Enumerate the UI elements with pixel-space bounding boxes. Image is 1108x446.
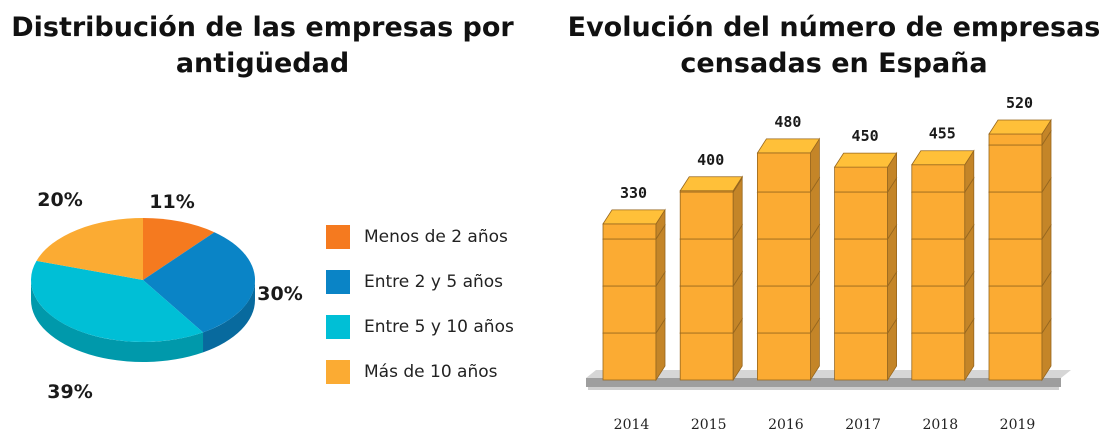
x-tick-label: 2016 (768, 417, 804, 433)
legend-item: Más de 10 años (326, 349, 556, 394)
bar-chart-title: Evolución del número de empresas censada… (567, 12, 1101, 79)
x-tick-label: 2018 (922, 417, 958, 433)
pie-slice (36, 218, 143, 280)
bar (817, 151, 917, 390)
bar (740, 137, 840, 390)
bar-chart: 330 2014 400 2015 480 2016 450 2017 455 2018 520 20… (586, 94, 1071, 433)
bar (586, 208, 685, 390)
bar-value-label: 330 (620, 184, 647, 202)
legend-item: Entre 2 y 5 años (326, 259, 556, 304)
legend-label: Más de 10 años (364, 361, 498, 382)
pie-percent-label: 30% (257, 283, 302, 305)
pie-legend: Menos de 2 años Entre 2 y 5 años Entre 5… (326, 214, 556, 394)
legend-item: Entre 5 y 10 años (326, 304, 556, 349)
pie-slice-side (31, 280, 204, 362)
pie-slice (143, 218, 215, 280)
legend-swatch (326, 224, 350, 249)
bar-value-label: 520 (1006, 94, 1033, 112)
pie-slice (143, 232, 255, 333)
pie-slice-side (203, 280, 255, 353)
legend-label: Entre 2 y 5 años (364, 271, 504, 292)
x-tick-label: 2015 (691, 417, 727, 433)
pie-chart-title: Distribución de las empresas por antigüe… (11, 12, 514, 79)
x-tick-label: 2017 (845, 417, 881, 433)
bar-value-label: 480 (774, 113, 801, 131)
pie-slice (30, 260, 204, 342)
pie-chart: 11% 30% 39% 20% (30, 189, 303, 403)
legend-swatch (326, 269, 350, 294)
bar-value-label: 450 (852, 127, 879, 145)
legend-label: Menos de 2 años (364, 226, 508, 247)
bar (663, 175, 763, 390)
legend-label: Entre 5 y 10 años (364, 316, 514, 337)
bar (894, 149, 994, 390)
bar-value-label: 400 (697, 151, 724, 169)
pie-percent-label: 11% (149, 191, 194, 213)
x-tick-label: 2014 (614, 417, 650, 433)
pie-percent-label: 20% (37, 189, 82, 211)
pie-percent-label: 39% (47, 381, 92, 403)
legend-swatch (326, 359, 350, 384)
bar (972, 118, 1071, 390)
legend-swatch (326, 314, 350, 339)
bar-value-label: 455 (929, 125, 956, 143)
x-tick-label: 2019 (1000, 417, 1036, 433)
legend-item: Menos de 2 años (326, 214, 556, 259)
